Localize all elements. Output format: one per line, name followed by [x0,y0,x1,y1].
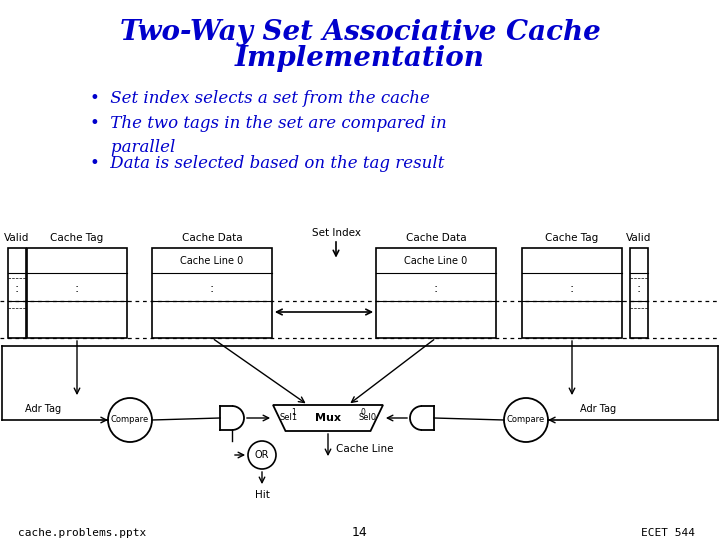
Text: Mux: Mux [315,413,341,423]
Polygon shape [273,405,383,431]
Text: Set Index: Set Index [312,228,361,238]
Bar [8,248,26,338]
Text: Cache Data: Cache Data [405,233,467,243]
Bar [27,248,127,338]
Text: Adr Tag: Adr Tag [25,404,61,414]
Text: •  The two tags in the set are compared in
    parallel: • The two tags in the set are compared i… [90,115,446,156]
Bar [376,248,496,338]
Text: Compare: Compare [507,415,545,424]
Text: Valid: Valid [4,233,30,243]
Text: Cache Data: Cache Data [181,233,243,243]
Text: Cache Line 0: Cache Line 0 [181,255,243,266]
Text: Cache Tag: Cache Tag [50,233,104,243]
Text: 1: 1 [291,408,296,417]
Text: :: : [15,282,19,295]
Text: •  Set index selects a set from the cache: • Set index selects a set from the cache [90,90,430,107]
Text: Adr Tag: Adr Tag [580,404,616,414]
Text: :: : [637,282,641,295]
Text: OR: OR [255,450,269,460]
Bar [152,248,272,338]
Text: Cache Line 0: Cache Line 0 [405,255,467,266]
Text: :: : [434,282,438,295]
Text: Cache Tag: Cache Tag [545,233,598,243]
Text: Compare: Compare [111,415,149,424]
Text: cache.problems.pptx: cache.problems.pptx [18,528,146,538]
Bar [630,248,648,338]
Text: Valid: Valid [626,233,652,243]
Text: 0: 0 [360,408,365,417]
Text: Sel0: Sel0 [359,414,377,422]
Text: Cache Line: Cache Line [336,444,394,454]
Text: ECET 544: ECET 544 [641,528,695,538]
Text: :: : [210,282,214,295]
Text: Sel1: Sel1 [279,414,297,422]
Text: :: : [570,282,574,295]
Text: Hit: Hit [255,490,269,500]
Bar [522,248,622,338]
Text: Implementation: Implementation [235,44,485,71]
Text: 14: 14 [352,526,368,539]
Text: Two-Way Set Associative Cache: Two-Way Set Associative Cache [120,18,600,45]
Text: :: : [75,282,79,295]
Text: •  Data is selected based on the tag result: • Data is selected based on the tag resu… [90,155,444,172]
